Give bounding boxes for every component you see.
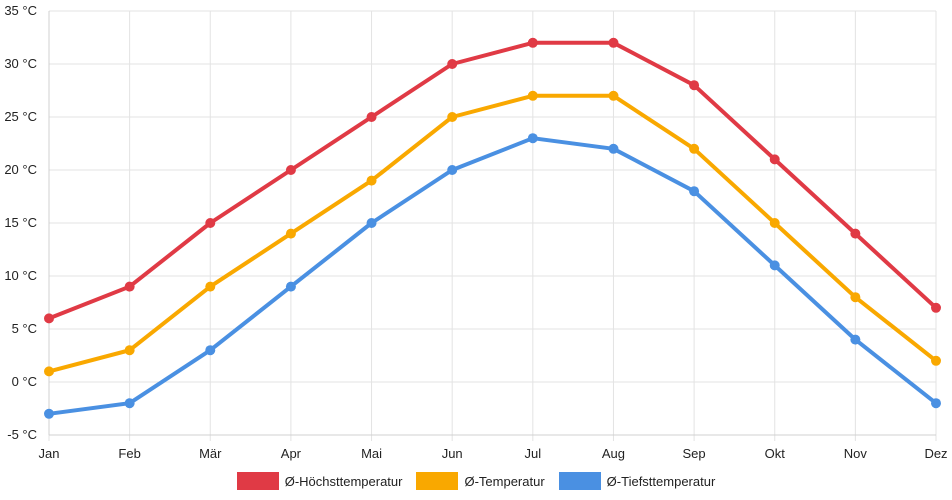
data-point[interactable] — [285, 228, 296, 239]
legend-label-avg: Ø-Temperatur — [464, 473, 545, 489]
x-tick-label: Mär — [199, 446, 222, 461]
data-point[interactable] — [769, 260, 780, 271]
legend-item-high[interactable]: Ø-Höchsttemperatur — [236, 472, 403, 490]
x-tick-label: Jun — [442, 446, 463, 461]
data-point[interactable] — [850, 292, 861, 303]
legend-swatch-avg — [416, 472, 459, 490]
data-point[interactable] — [366, 175, 377, 186]
data-point[interactable] — [44, 313, 54, 324]
y-tick-label: 35 °C — [4, 3, 37, 18]
data-point[interactable] — [447, 59, 458, 69]
data-point[interactable] — [205, 345, 216, 356]
y-tick-label: 25 °C — [4, 109, 37, 124]
series-line-0 — [48, 40, 938, 321]
data-point[interactable] — [689, 186, 700, 197]
legend-swatch-high — [236, 472, 279, 490]
data-point[interactable] — [285, 281, 296, 292]
x-tick-label: Okt — [765, 446, 786, 461]
legend-label-high: Ø-Höchsttemperatur — [284, 473, 403, 489]
data-point[interactable] — [689, 80, 700, 91]
x-tick-label: Nov — [844, 446, 868, 461]
data-point[interactable] — [124, 345, 135, 356]
series-line-1 — [48, 93, 938, 374]
data-point[interactable] — [769, 218, 780, 228]
y-tick-label: 30 °C — [4, 56, 37, 71]
legend-swatch-low — [558, 472, 601, 490]
series-line-2 — [48, 136, 938, 416]
data-point[interactable] — [689, 143, 700, 154]
x-tick-label: Dez — [924, 446, 947, 461]
x-tick-label: Aug — [602, 446, 625, 461]
x-tick-label: Mai — [361, 446, 382, 461]
data-point[interactable] — [931, 398, 941, 409]
data-point[interactable] — [44, 408, 54, 419]
data-point[interactable] — [447, 165, 458, 175]
series-lines — [44, 37, 941, 419]
x-tick-label: Jul — [525, 446, 542, 461]
data-point[interactable] — [285, 165, 296, 175]
y-tick-label: 15 °C — [4, 215, 37, 230]
legend-label-low: Ø-Tiefsttemperatur — [606, 473, 716, 489]
x-tick-label: Feb — [118, 446, 140, 461]
data-point[interactable] — [366, 112, 377, 122]
legend: Ø-Höchsttemperatur Ø-Temperatur Ø-Tiefst… — [0, 472, 952, 490]
grid — [48, 10, 937, 441]
data-point[interactable] — [608, 37, 619, 48]
x-tick-label: Jan — [39, 446, 60, 461]
data-point[interactable] — [931, 302, 941, 313]
chart-canvas: 35 °C 30 °C 25 °C 20 °C 15 °C 10 °C 5 °C 0 °C -5… — [4, 3, 947, 461]
legend-item-low[interactable]: Ø-Tiefsttemperatur — [558, 472, 716, 490]
data-point[interactable] — [527, 133, 538, 144]
legend-item-avg[interactable]: Ø-Temperatur — [416, 472, 545, 490]
x-tick-label: Sep — [683, 446, 706, 461]
data-point[interactable] — [608, 90, 619, 101]
data-point[interactable] — [447, 112, 458, 122]
data-point[interactable] — [205, 218, 216, 228]
data-point[interactable] — [366, 218, 377, 228]
y-tick-label: 20 °C — [4, 162, 37, 177]
data-point[interactable] — [124, 398, 135, 409]
data-point[interactable] — [608, 143, 619, 154]
y-tick-label: 5 °C — [12, 321, 37, 336]
data-point[interactable] — [527, 37, 538, 48]
data-point[interactable] — [931, 355, 941, 366]
axes: 35 °C 30 °C 25 °C 20 °C 15 °C 10 °C 5 °C 0 °C -5… — [4, 3, 947, 461]
data-point[interactable] — [527, 90, 538, 101]
y-tick-label: 0 °C — [12, 374, 37, 389]
y-tick-label: -5 °C — [7, 427, 37, 442]
data-point[interactable] — [205, 281, 216, 292]
data-point[interactable] — [44, 366, 54, 377]
data-point[interactable] — [769, 154, 780, 165]
y-tick-label: 10 °C — [4, 268, 37, 283]
data-point[interactable] — [124, 281, 135, 292]
data-point[interactable] — [850, 228, 861, 239]
data-point[interactable] — [850, 334, 861, 345]
x-tick-label: Apr — [281, 446, 302, 461]
